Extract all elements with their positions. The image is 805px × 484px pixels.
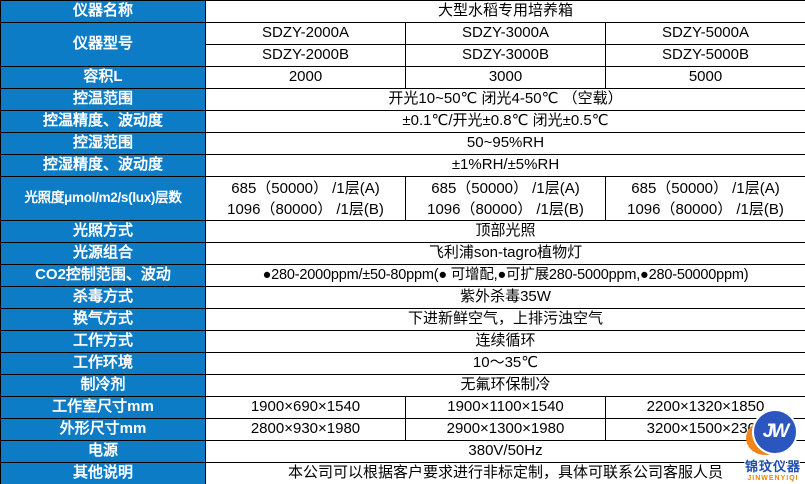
label-light-intensity: 光照度μmol/m2/s(lux)层数 bbox=[0, 176, 206, 221]
value-model-a-col1: SDZY-2000A bbox=[205, 22, 406, 45]
value-model-b-col2: SDZY-3000B bbox=[405, 44, 606, 67]
label-power: 电源 bbox=[0, 440, 206, 463]
value-power: 380V/50Hz bbox=[205, 440, 805, 463]
value-work-mode: 连续循环 bbox=[205, 330, 805, 353]
value-light-col1: 685（50000） /1层(A) 1096（80000） /1层(B) bbox=[205, 176, 406, 221]
label-work-mode: 工作方式 bbox=[0, 330, 206, 353]
value-light-source: 飞利浦son-tagro植物灯 bbox=[205, 242, 805, 265]
label-model: 仪器型号 bbox=[0, 22, 206, 67]
value-outer-size-col1: 2800×930×1980 bbox=[205, 418, 406, 441]
label-chamber-size: 工作室尺寸mm bbox=[0, 396, 206, 419]
value-temp-accuracy: ±0.1℃/开光±0.8℃ 闭光±0.5℃ bbox=[205, 110, 805, 133]
value-model-b-col3: SDZY-5000B bbox=[605, 44, 805, 67]
label-instrument-name: 仪器名称 bbox=[0, 0, 206, 23]
label-co2-control: CO2控制范围、波动 bbox=[0, 264, 206, 287]
value-light-col1-layer-b: 1096（80000） /1层(B) bbox=[227, 200, 384, 218]
label-temp-range: 控温范围 bbox=[0, 88, 206, 111]
value-sterilize-mode: 紫外杀毒35W bbox=[205, 286, 805, 309]
value-light-col1-layer-a: 685（50000） /1层(A) bbox=[231, 179, 380, 197]
value-refrigerant: 无氟环保制冷 bbox=[205, 374, 805, 397]
label-work-environment: 工作环境 bbox=[0, 352, 206, 375]
value-volume-col2: 3000 bbox=[405, 66, 606, 89]
value-outer-size-col2: 2900×1300×1980 bbox=[405, 418, 606, 441]
value-other-notes: 本公司可以根据客户要求进行非标定制，具体可联系公司客服人员 bbox=[205, 462, 805, 484]
value-light-col2-layer-b: 1096（80000） /1层(B) bbox=[427, 200, 584, 218]
value-light-col2-layer-a: 685（50000） /1层(A) bbox=[431, 179, 580, 197]
value-volume-col3: 5000 bbox=[605, 66, 805, 89]
value-model-b-col1: SDZY-2000B bbox=[205, 44, 406, 67]
label-temp-accuracy: 控温精度、波动度 bbox=[0, 110, 206, 133]
value-light-col3-layer-a: 685（50000） /1层(A) bbox=[631, 179, 780, 197]
value-model-a-col3: SDZY-5000A bbox=[605, 22, 805, 45]
label-ventilation-mode: 换气方式 bbox=[0, 308, 206, 331]
value-volume-col1: 2000 bbox=[205, 66, 406, 89]
label-refrigerant: 制冷剂 bbox=[0, 374, 206, 397]
value-outer-size-col3: 3200×1500×2300 bbox=[605, 418, 805, 441]
value-humidity-accuracy: ±1%RH/±5%RH bbox=[205, 154, 805, 177]
label-light-mode: 光照方式 bbox=[0, 220, 206, 243]
value-chamber-size-col3: 2200×1320×1850 bbox=[605, 396, 805, 419]
value-chamber-size-col1: 1900×690×1540 bbox=[205, 396, 406, 419]
value-instrument-name: 大型水稻专用培养箱 bbox=[205, 0, 805, 23]
value-work-environment: 10～35℃ bbox=[205, 352, 805, 375]
value-humidity-range: 50~95%RH bbox=[205, 132, 805, 155]
value-light-col2: 685（50000） /1层(A) 1096（80000） /1层(B) bbox=[405, 176, 606, 221]
value-light-mode: 顶部光照 bbox=[205, 220, 805, 243]
value-light-col3: 685（50000） /1层(A) 1096（80000） /1层(B) bbox=[605, 176, 805, 221]
label-other-notes: 其他说明 bbox=[0, 462, 206, 484]
value-light-col3-layer-b: 1096（80000） /1层(B) bbox=[627, 200, 784, 218]
value-co2-control: ●280-2000ppm/±50-80ppm(● 可增配,●可扩展280-500… bbox=[205, 264, 805, 287]
value-ventilation-mode: 下进新鲜空气，上排污浊空气 bbox=[205, 308, 805, 331]
value-temp-range: 开光10~50℃ 闭光4-50℃ （空载） bbox=[205, 88, 805, 111]
value-chamber-size-col2: 1900×1100×1540 bbox=[405, 396, 606, 419]
label-sterilize-mode: 杀毒方式 bbox=[0, 286, 206, 309]
label-humidity-range: 控湿范围 bbox=[0, 132, 206, 155]
value-model-a-col2: SDZY-3000A bbox=[405, 22, 606, 45]
label-outer-size: 外形尺寸mm bbox=[0, 418, 206, 441]
label-light-source: 光源组合 bbox=[0, 242, 206, 265]
label-humidity-accuracy: 控湿精度、波动度 bbox=[0, 154, 206, 177]
label-volume: 容积L bbox=[0, 66, 206, 89]
